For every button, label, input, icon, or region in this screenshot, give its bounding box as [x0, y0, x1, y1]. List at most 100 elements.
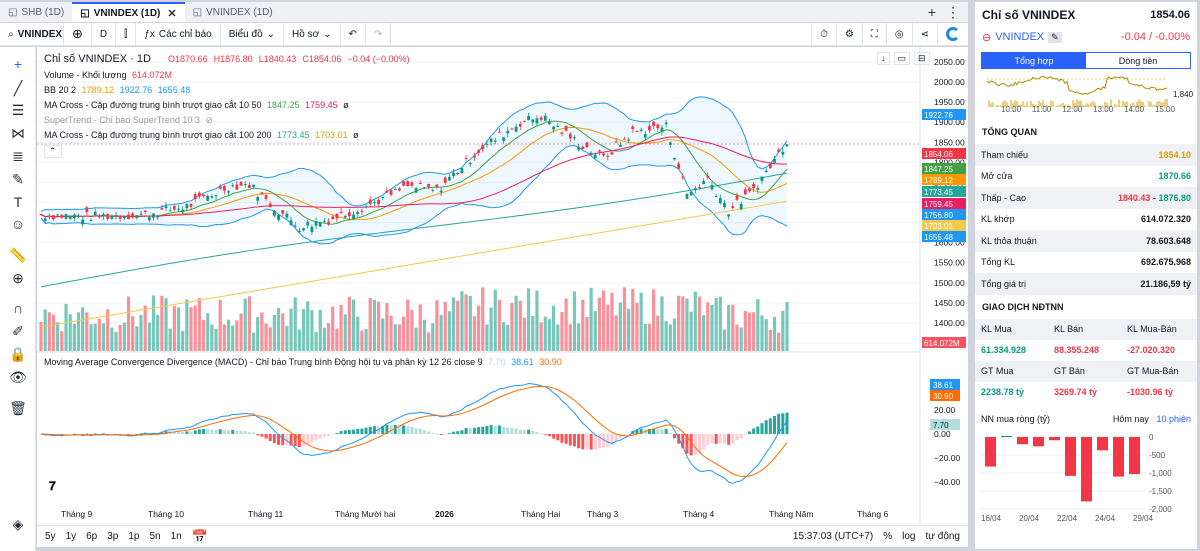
candle-style-button[interactable]: ⫿ [116, 22, 137, 46]
macd-histogram-bar [206, 429, 210, 434]
volume-bar [456, 300, 460, 351]
range-5y[interactable]: 5y [45, 531, 56, 542]
macd-histogram-bar [406, 425, 410, 434]
candle-body [689, 191, 693, 196]
price-tick-label: 1900.00 [934, 117, 965, 127]
trash-icon[interactable]: 🗑 [9, 400, 27, 416]
candle-body [206, 195, 210, 201]
price-tick-label: 1600.00 [934, 238, 965, 248]
symbol-search[interactable]: ⌕ VNINDEX [0, 22, 64, 46]
lock-drawings-icon[interactable]: ✐ [12, 323, 24, 339]
macd-histogram-bar [706, 434, 710, 446]
net-sessions-toggle[interactable]: 10 phiên [1156, 413, 1191, 424]
volume-bar [139, 314, 143, 351]
redo-button[interactable]: ↷ [366, 22, 392, 46]
tab-cashflow[interactable]: Dòng tiền [1118, 55, 1158, 66]
emoji-icon[interactable]: ☺ [10, 216, 26, 232]
price-tag [922, 148, 966, 159]
candle-body [514, 126, 518, 132]
camera-button[interactable]: ◎ [885, 22, 912, 46]
tv-logo-icon[interactable]: 𝟕 [49, 479, 56, 493]
macd-histogram-bar [347, 430, 351, 434]
fib-icon[interactable]: ≣ [12, 148, 24, 164]
fullscreen-button[interactable]: ⛶ [861, 22, 886, 46]
hide-icon[interactable]: ø [353, 130, 359, 140]
range-1n[interactable]: 1n [170, 531, 182, 542]
horizontal-lines-icon[interactable]: ☰ [11, 102, 25, 118]
log-toggle[interactable]: log [902, 531, 916, 542]
candle-body [706, 175, 710, 178]
magnet-icon[interactable]: ∩ [12, 300, 24, 316]
zoom-icon[interactable]: ⊕ [12, 270, 24, 286]
range-1p[interactable]: 1p [128, 531, 140, 542]
camera-icon: ◎ [894, 28, 904, 40]
eye-icon[interactable]: 👁 [9, 369, 27, 385]
layers-icon[interactable]: ◈ [12, 516, 24, 532]
volume-bar [156, 314, 160, 351]
share-button[interactable]: ⋖ [911, 22, 937, 46]
tab-vnindex[interactable]: ◱ VNINDEX (1D) [185, 2, 281, 22]
clock-time[interactable]: 15:37:03 (UTC+7) [792, 531, 874, 542]
percent-toggle[interactable]: % [883, 531, 893, 542]
maximize-icon[interactable]: ▭ [893, 52, 911, 65]
price-tick-label: 2050.00 [934, 57, 965, 67]
interval-button[interactable]: D [92, 22, 117, 46]
edit-icon[interactable]: ✎ [1048, 31, 1062, 43]
brush-icon[interactable]: ✎ [12, 171, 24, 187]
close-icon[interactable]: ✕ [167, 7, 177, 20]
volume-bar [451, 297, 456, 351]
move-down-icon[interactable]: ↓ [877, 52, 890, 65]
trendline-icon[interactable]: ╱ [13, 80, 23, 96]
volume-bar [310, 310, 314, 351]
volume-bar [414, 327, 418, 351]
tab-shb[interactable]: ◱ SHB (1D) [0, 2, 72, 22]
net-today-toggle[interactable]: Hôm nay [1112, 413, 1149, 424]
profile-menu-button[interactable]: Hồ sơ ⌄ [284, 22, 341, 46]
foreign-title: GIAO DỊCH NĐTNN [975, 294, 1197, 319]
price-tick-label: 1850.00 [934, 137, 965, 147]
net-date-label: 22/04 [1057, 514, 1078, 523]
more-icon[interactable]: ⋮ [946, 3, 960, 20]
calendar-icon[interactable]: 📅 [191, 528, 208, 544]
macd-histogram-bar [527, 429, 531, 434]
compare-button[interactable]: ⊕ [64, 22, 92, 46]
collapse-icon[interactable]: ⊟ [914, 52, 930, 65]
row-label: Thấp - Cao [981, 192, 1027, 203]
candle-body [698, 187, 701, 189]
chart-canvas[interactable]: 2050.00 2000.00 1950.00 1900.00 1850.00 1800.… [37, 47, 968, 525]
tab-summary[interactable]: Tổng hợp [982, 53, 1086, 68]
crosshair-icon[interactable]: + [13, 56, 23, 72]
indicators-button[interactable]: ƒx Các chỉ báo [136, 22, 221, 46]
candle-body [318, 222, 322, 227]
range-1y[interactable]: 1y [65, 531, 77, 542]
pattern-icon[interactable]: ⋈ [11, 125, 25, 141]
price-tag-label: 1655.48 [924, 233, 953, 242]
settings-button[interactable]: ⚙ [835, 22, 862, 46]
candle-body [235, 184, 239, 190]
range-5n[interactable]: 5n [149, 531, 161, 542]
collapse-legend-button[interactable]: ⌃ [44, 145, 62, 158]
status-icon: ⊖ [982, 31, 992, 44]
chart-menu-button[interactable]: Biểu đồ ⌄ [221, 22, 285, 46]
undo-button[interactable]: ↶ [341, 22, 366, 46]
lock-icon[interactable]: 🔒 [9, 346, 27, 362]
interval-label: D [99, 28, 108, 40]
volume-bar [672, 318, 677, 351]
range-6p[interactable]: 6p [86, 531, 98, 542]
row-label: Tổng giá trị [981, 278, 1027, 289]
auto-toggle[interactable]: tự động [925, 531, 961, 542]
eye-off-icon[interactable]: ⊘ [205, 115, 213, 125]
alert-button[interactable]: ⏱ [811, 22, 836, 46]
time-tick-label: Tháng 3 [587, 509, 618, 519]
candle-body [306, 221, 310, 226]
text-icon[interactable]: T [13, 194, 23, 210]
add-tab-icon[interactable]: + [927, 3, 936, 20]
chart-area[interactable]: 2050.00 2000.00 1950.00 1900.00 1850.00 1800.… [37, 47, 968, 525]
range-3p[interactable]: 3p [107, 531, 119, 542]
hide-icon[interactable]: ø [343, 100, 349, 110]
logo-button[interactable] [937, 22, 968, 46]
ruler-icon[interactable]: 📏 [9, 247, 27, 263]
col-header: KL Mua-Bán [1127, 324, 1177, 334]
tab-vnindex-active[interactable]: ◱ VNINDEX (1D) ✕ [72, 2, 185, 22]
side-symbol[interactable]: VNINDEX [995, 31, 1045, 43]
